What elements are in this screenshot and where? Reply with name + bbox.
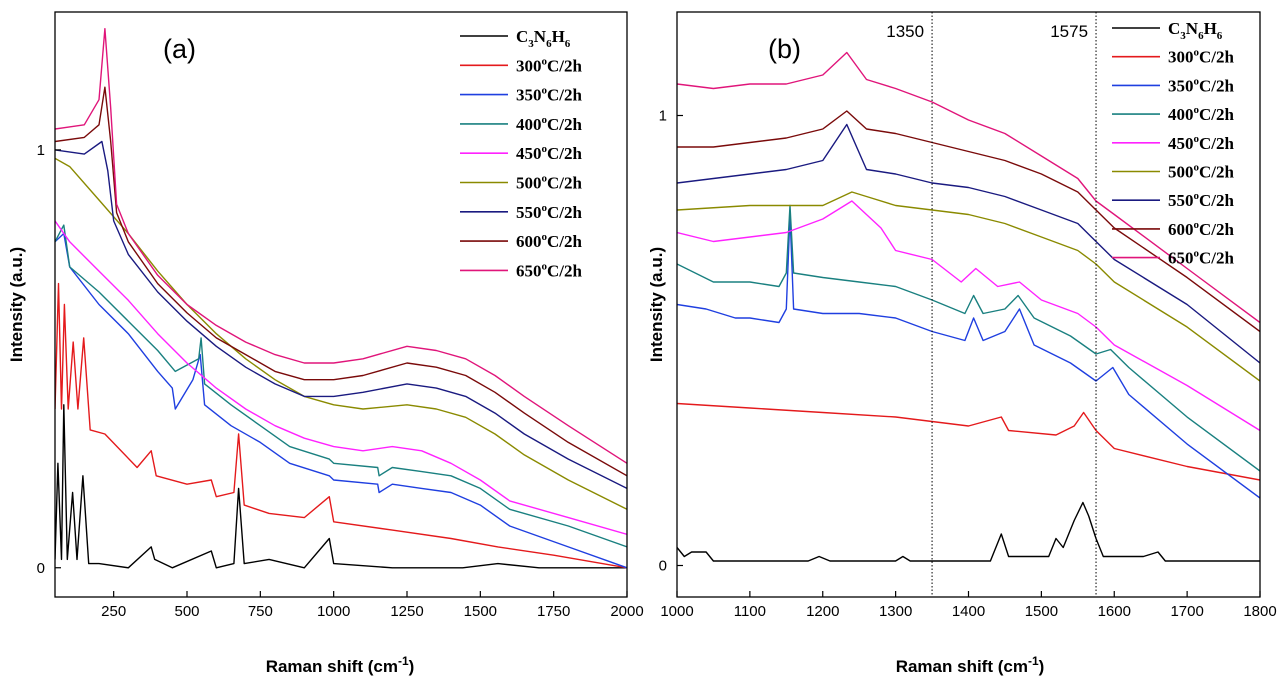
x-tick-label: 1200: [806, 603, 839, 620]
y-tick-label: 1: [37, 142, 45, 159]
x-tick-label: 1500: [464, 603, 497, 620]
panel-label: (b): [768, 34, 801, 64]
x-tick-label: 1700: [1170, 603, 1203, 620]
x-tick-label: 1600: [1098, 603, 1131, 620]
legend: C3N6H6 300oC/2h 350oC/2h 400oC/2h 450oC/2h 50…: [1112, 19, 1235, 268]
x-tick-label: 1500: [1025, 603, 1058, 620]
x-tick-label: 1250: [390, 603, 423, 620]
x-tick-label: 1800: [1243, 603, 1276, 620]
y-tick-label: 0: [37, 560, 45, 577]
legend-entry-650: 650oC/2h: [516, 260, 583, 280]
legend-entry-300: 300oC/2h: [516, 55, 583, 75]
panel-a: 250 500 750 1000 1250 1500 1750 2000 0 1 Raman shi…: [7, 12, 644, 676]
series-group: [55, 29, 627, 568]
y-tick-label: 1: [659, 108, 667, 125]
legend-entry-300: 300oC/2h: [1168, 47, 1235, 67]
x-tick-label: 2000: [610, 603, 643, 620]
legend-entry-600: 600oC/2h: [516, 231, 583, 251]
legend-entry-350: 350oC/2h: [1168, 75, 1235, 95]
legend-entry-500: 500oC/2h: [1168, 162, 1235, 182]
x-tick-label: 750: [248, 603, 273, 620]
x-tick-label: 250: [101, 603, 126, 620]
legend-entry-500: 500oC/2h: [516, 173, 583, 193]
series-line-C3N6H6: [55, 405, 627, 568]
x-tick-label: 1400: [952, 603, 985, 620]
x-tick-label: 1000: [660, 603, 693, 620]
legend-entry-400: 400oC/2h: [1168, 104, 1235, 124]
series-line-300: [677, 404, 1260, 481]
legend-entry-450: 450oC/2h: [1168, 133, 1235, 153]
legend-entry-550: 550oC/2h: [516, 202, 583, 222]
legend-entry-350: 350oC/2h: [516, 85, 583, 105]
series-line-550: [677, 125, 1260, 364]
y-tick-label: 0: [659, 558, 667, 575]
legend-entry-550: 550oC/2h: [1168, 190, 1235, 210]
legend-entry-400: 400oC/2h: [516, 114, 583, 134]
x-tick-label: 1100: [734, 603, 766, 620]
legend-entry-450: 450oC/2h: [516, 143, 583, 163]
reference-label-1350: 1350: [886, 22, 924, 41]
legend: C3N6H6 300oC/2h 350oC/2h 400oC/2h 450oC/2h 50…: [460, 27, 583, 280]
series-line-300: [55, 284, 627, 568]
y-axis-label: Intensity (a.u.): [7, 247, 26, 362]
series-group: [677, 53, 1260, 562]
x-axis-label: Raman shift (cm-1): [896, 654, 1045, 676]
legend-entry-C3N6H6: C3N6H6: [1168, 19, 1223, 42]
x-tick-label: 500: [174, 603, 199, 620]
x-tick-label: 1000: [317, 603, 350, 620]
y-axis-label: Intensity (a.u.): [647, 247, 666, 362]
legend-entry-600: 600oC/2h: [1168, 219, 1235, 239]
series-line-C3N6H6: [677, 503, 1260, 562]
legend-entry-650: 650oC/2h: [1168, 248, 1235, 268]
reference-label-1575: 1575: [1050, 22, 1088, 41]
x-axis-label: Raman shift (cm-1): [266, 654, 415, 676]
panel-label: (a): [163, 34, 196, 64]
panel-b: 1350 1575 1000 1100 1200 1300 1400 1500 1600 1700…: [647, 12, 1277, 676]
legend-entry-C3N6H6: C3N6H6: [516, 27, 571, 50]
x-tick-label: 1300: [879, 603, 912, 620]
x-tick-label: 1750: [537, 603, 570, 620]
